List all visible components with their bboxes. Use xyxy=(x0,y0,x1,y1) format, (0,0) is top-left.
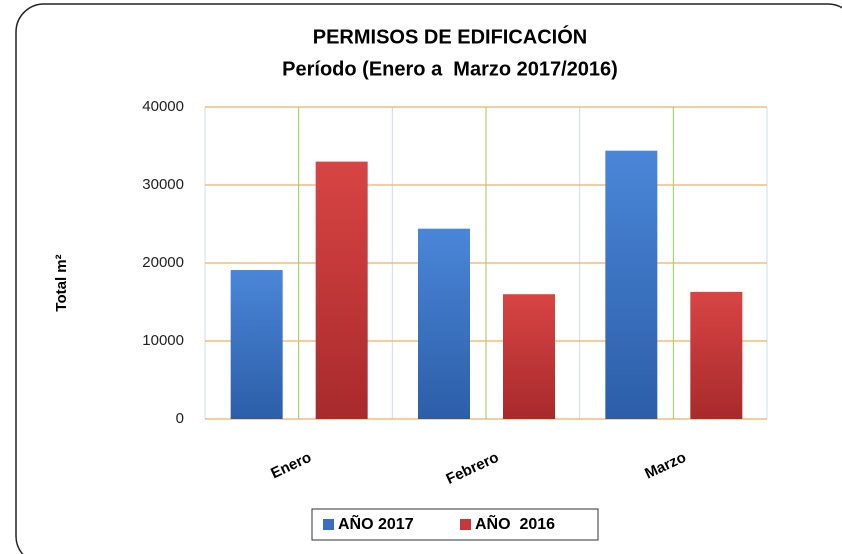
bar xyxy=(418,228,470,419)
bar xyxy=(315,161,368,419)
y-tick-label: 40000 xyxy=(142,98,184,115)
y-tick-label: 10000 xyxy=(142,332,184,349)
legend-label: AÑO 2016 xyxy=(475,513,555,533)
bar xyxy=(503,294,555,419)
bar xyxy=(690,291,743,419)
bar xyxy=(605,150,658,419)
chart-subtitle: Período (Enero a Marzo 2017/2016) xyxy=(282,58,618,80)
legend-swatch xyxy=(323,519,334,530)
legend-swatch xyxy=(460,519,471,530)
y-tick-label: 30000 xyxy=(142,176,184,193)
y-tick-label: 20000 xyxy=(142,254,184,271)
chart-title: PERMISOS DE EDIFICACIÓN xyxy=(313,24,587,48)
legend-box xyxy=(311,508,599,541)
bar xyxy=(230,270,283,419)
y-tick-label: 0 xyxy=(176,410,184,427)
legend-label: AÑO 2017 xyxy=(338,513,414,533)
y-axis-label: Total m² xyxy=(53,254,70,311)
